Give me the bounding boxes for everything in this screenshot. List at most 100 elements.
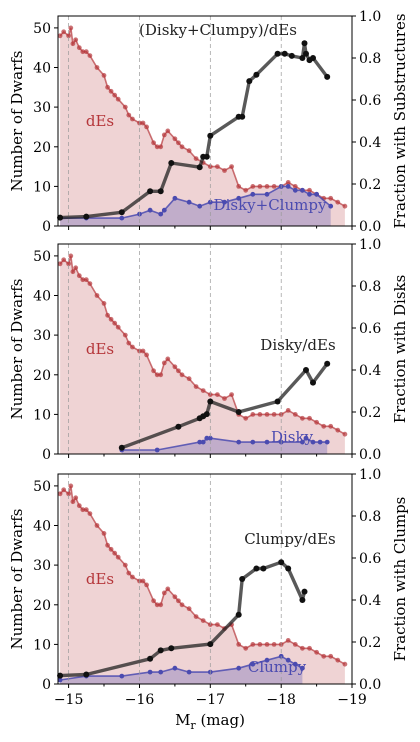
- ratio-point: [281, 50, 288, 57]
- dEs-point: [292, 412, 298, 417]
- dEs-point: [229, 164, 235, 170]
- panel-1: 0 10 20 30 40 50 0.0 0.2 0.4 0.6 0.8 1.0 Number of D…: [8, 9, 409, 235]
- x-tick-label: −16: [125, 692, 155, 708]
- y-tick-label-left: 30: [33, 558, 51, 574]
- sub-point: [147, 669, 153, 675]
- y-tick-label-left: 10: [33, 637, 51, 653]
- y-tick-label-right: 0.8: [359, 51, 381, 67]
- ratio-point: [83, 671, 90, 678]
- dEs-point: [112, 320, 118, 326]
- sub-point: [310, 439, 316, 445]
- dEs-point: [94, 523, 100, 528]
- sub-point: [250, 191, 256, 197]
- ratio-point: [285, 565, 292, 572]
- dEs-point: [76, 273, 82, 279]
- dEs-point: [243, 645, 249, 651]
- y-tick-label-right: 0.4: [359, 593, 381, 609]
- ratio-point: [118, 444, 125, 451]
- dEs-point: [215, 392, 220, 397]
- ratio-point: [118, 209, 125, 216]
- dEs-point: [115, 324, 121, 330]
- dEs-point: [57, 33, 63, 39]
- dEs-point: [193, 384, 199, 389]
- dEs-point: [57, 491, 63, 497]
- dEs-point: [328, 423, 334, 429]
- sub-point: [172, 195, 178, 201]
- dEs-point: [264, 642, 270, 647]
- y-tick-label-right: 0.6: [359, 321, 381, 337]
- ratio-point: [157, 188, 164, 195]
- sub-point: [250, 661, 256, 667]
- dEs-point: [151, 368, 157, 374]
- ratio-point: [207, 641, 214, 648]
- ratio-point: [310, 55, 316, 61]
- ratio-point: [274, 50, 281, 57]
- dEs-label: dEs: [86, 340, 114, 358]
- dEs-point: [140, 348, 146, 354]
- dEs-point: [68, 253, 74, 259]
- dEs-point: [76, 503, 82, 509]
- dEs-point: [68, 25, 74, 31]
- sub-label: Disky: [271, 428, 314, 446]
- ratio-point: [168, 160, 175, 166]
- dEs-point: [73, 37, 79, 43]
- dEs-point: [321, 653, 327, 659]
- y-axis-label-right: Fraction with Clumps: [391, 497, 409, 662]
- ratio-point: [324, 360, 331, 367]
- dEs-point: [172, 594, 178, 600]
- y-tick-label-left: 30: [33, 100, 51, 116]
- ratio-point: [168, 645, 175, 652]
- dEs-point: [80, 49, 86, 55]
- dEs-point: [161, 360, 167, 366]
- dEs-point: [61, 257, 67, 263]
- dEs-point: [154, 144, 160, 150]
- dEs-point: [66, 491, 71, 497]
- y-tick-label-right: 0.0: [359, 447, 381, 463]
- dEs-point: [271, 184, 277, 189]
- y-tick-label-left: 10: [33, 407, 51, 423]
- plot-frame: [57, 473, 353, 685]
- sub-point: [292, 661, 298, 667]
- dEs-point: [57, 261, 63, 267]
- ratio-point: [207, 132, 214, 139]
- sub-point: [307, 191, 312, 197]
- sub-point: [200, 439, 206, 445]
- sub-point: [285, 184, 291, 189]
- dEs-point: [257, 642, 263, 647]
- dEs-point: [342, 661, 348, 667]
- dEs-point: [144, 124, 150, 130]
- x-tick-label: −15: [54, 692, 84, 708]
- dEs-point: [300, 415, 305, 421]
- dEs-point: [236, 184, 242, 189]
- panels: 0 10 20 30 40 50 0.0 0.2 0.4 0.6 0.8 1.0 Number of D…: [8, 9, 409, 708]
- sub-point: [324, 439, 330, 445]
- y-tick-label-right: 0.8: [359, 509, 381, 525]
- dEs-point: [172, 364, 178, 370]
- dEs-point: [130, 344, 135, 350]
- dEs-point: [179, 602, 185, 608]
- dEs-point: [307, 415, 312, 421]
- dEs-point: [94, 293, 100, 298]
- ratio-point: [303, 367, 309, 373]
- dEs-point: [271, 642, 277, 647]
- dEs-point: [285, 180, 291, 185]
- dEs-point: [257, 184, 263, 189]
- dEs-point: [68, 483, 74, 489]
- dEs-point: [101, 531, 107, 536]
- dEs-point: [105, 312, 110, 318]
- dEs-point: [87, 511, 93, 516]
- y-tick-label-right: 0.8: [359, 279, 381, 295]
- y-axis-label-right: Fraction with Disks: [391, 275, 409, 424]
- dEs-point: [307, 645, 312, 651]
- dEs-point: [222, 396, 227, 401]
- y-tick-label-left: 40: [33, 519, 51, 535]
- sub-point: [264, 191, 270, 197]
- dEs-point: [144, 582, 150, 588]
- y-tick-label-left: 20: [33, 140, 51, 156]
- sub-point: [264, 657, 270, 663]
- dEs-area: [60, 485, 345, 684]
- dEs-point: [108, 316, 114, 322]
- dEs-point: [335, 657, 341, 663]
- dEs-point: [335, 199, 341, 205]
- ratio-point: [253, 565, 260, 572]
